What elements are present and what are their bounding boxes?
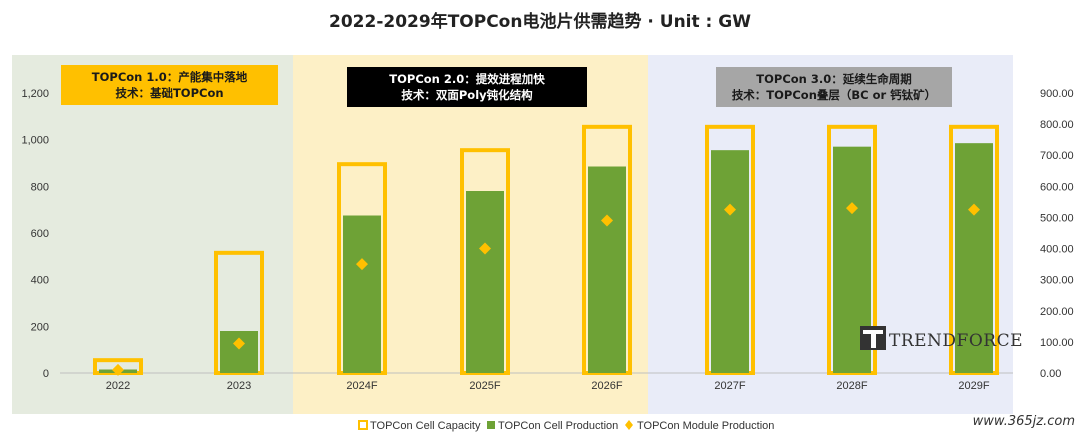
category-label: 2029F (958, 380, 989, 392)
era-label-line2-3: 技术：TOPCon叠层（BC or 钙钛矿） (732, 88, 936, 102)
production-bar (220, 331, 258, 373)
era-label-line2-2: 技术：双面Poly钝化结构 (401, 88, 533, 102)
production-bar (588, 166, 626, 373)
right-axis-tick-label: 800.00 (1040, 119, 1074, 131)
module-point (724, 203, 736, 216)
trendforce-logo: TRENDFORCE (860, 326, 1023, 351)
right-axis-tick-label: 900.00 (1040, 88, 1074, 100)
right-axis-tick-label: 300.00 (1040, 275, 1074, 287)
module-point (233, 337, 245, 350)
left-axis-tick-label: 600 (31, 228, 49, 240)
module-point (356, 258, 368, 271)
chart-title: 2022-2029年TOPCon电池片供需趋势 · Unit : GW (329, 11, 751, 32)
right-axis-tick-label: 700.00 (1040, 150, 1074, 162)
logo-t-glyph (863, 330, 883, 348)
right-axis-tick-label: 100.00 (1040, 337, 1074, 349)
era-label-box-3 (716, 67, 952, 107)
right-axis-tick-label: 600.00 (1040, 181, 1074, 193)
legend-label-production: TOPCon Cell Production (498, 420, 618, 432)
left-axis-tick-label: 200 (31, 321, 49, 333)
left-axis-tick-label: 1,200 (21, 88, 49, 100)
legend-label-module: TOPCon Module Production (637, 420, 774, 432)
era-label-box-1 (61, 65, 278, 105)
module-point (479, 242, 491, 255)
production-bar (955, 143, 993, 373)
right-axis-tick-label: 0.00 (1040, 368, 1061, 380)
watermark: www.365jz.com (973, 414, 1075, 429)
module-point (112, 363, 124, 376)
right-axis-tick-label: 200.00 (1040, 306, 1074, 318)
right-axis-tick-label: 400.00 (1040, 244, 1074, 256)
legend-label-capacity: TOPCon Cell Capacity (370, 420, 481, 432)
category-labels: 2022 2023 2024F 2025F 2026F 2027F 2028F 2029F (106, 380, 990, 392)
category-label: 2022 (106, 380, 130, 392)
legend-swatch-module (625, 420, 633, 430)
axes: 0 200 400 600 800 1,000 1,200 0.00 100.00 200.00 3… (21, 88, 1073, 380)
production-bar (711, 150, 749, 373)
left-axis-tick-label: 400 (31, 275, 49, 287)
legend-swatch-capacity (358, 420, 368, 430)
legend: TOPCon Cell Capacity TOPCon Cell Product… (358, 420, 774, 432)
left-axis-tick-label: 0 (43, 368, 49, 380)
era-label-line2-1: 技术：基础TOPCon (115, 86, 223, 100)
production-bar (343, 215, 381, 373)
logo-text: TRENDFORCE (889, 331, 1023, 351)
category-label: 2027F (714, 380, 745, 392)
left-axis-tick-label: 800 (31, 181, 49, 193)
right-axis-tick-label: 500.00 (1040, 212, 1074, 224)
module-point (846, 202, 858, 215)
left-axis-tick-label: 1,000 (21, 135, 49, 147)
category-label: 2023 (227, 380, 251, 392)
category-label: 2026F (591, 380, 622, 392)
category-label: 2025F (469, 380, 500, 392)
production-bar (466, 191, 504, 373)
category-label: 2028F (836, 380, 867, 392)
category-label: 2024F (346, 380, 377, 392)
era-label-line1-1: TOPCon 1.0：产能集中落地 (92, 70, 248, 84)
era-label-line1-3: TOPCon 3.0：延续生命周期 (756, 72, 911, 86)
module-point (601, 214, 613, 227)
era-label-line1-2: TOPCon 2.0：提效进程加快 (389, 72, 545, 86)
legend-swatch-production (487, 421, 495, 429)
era-label-box-2 (347, 67, 587, 107)
module-point (968, 203, 980, 216)
